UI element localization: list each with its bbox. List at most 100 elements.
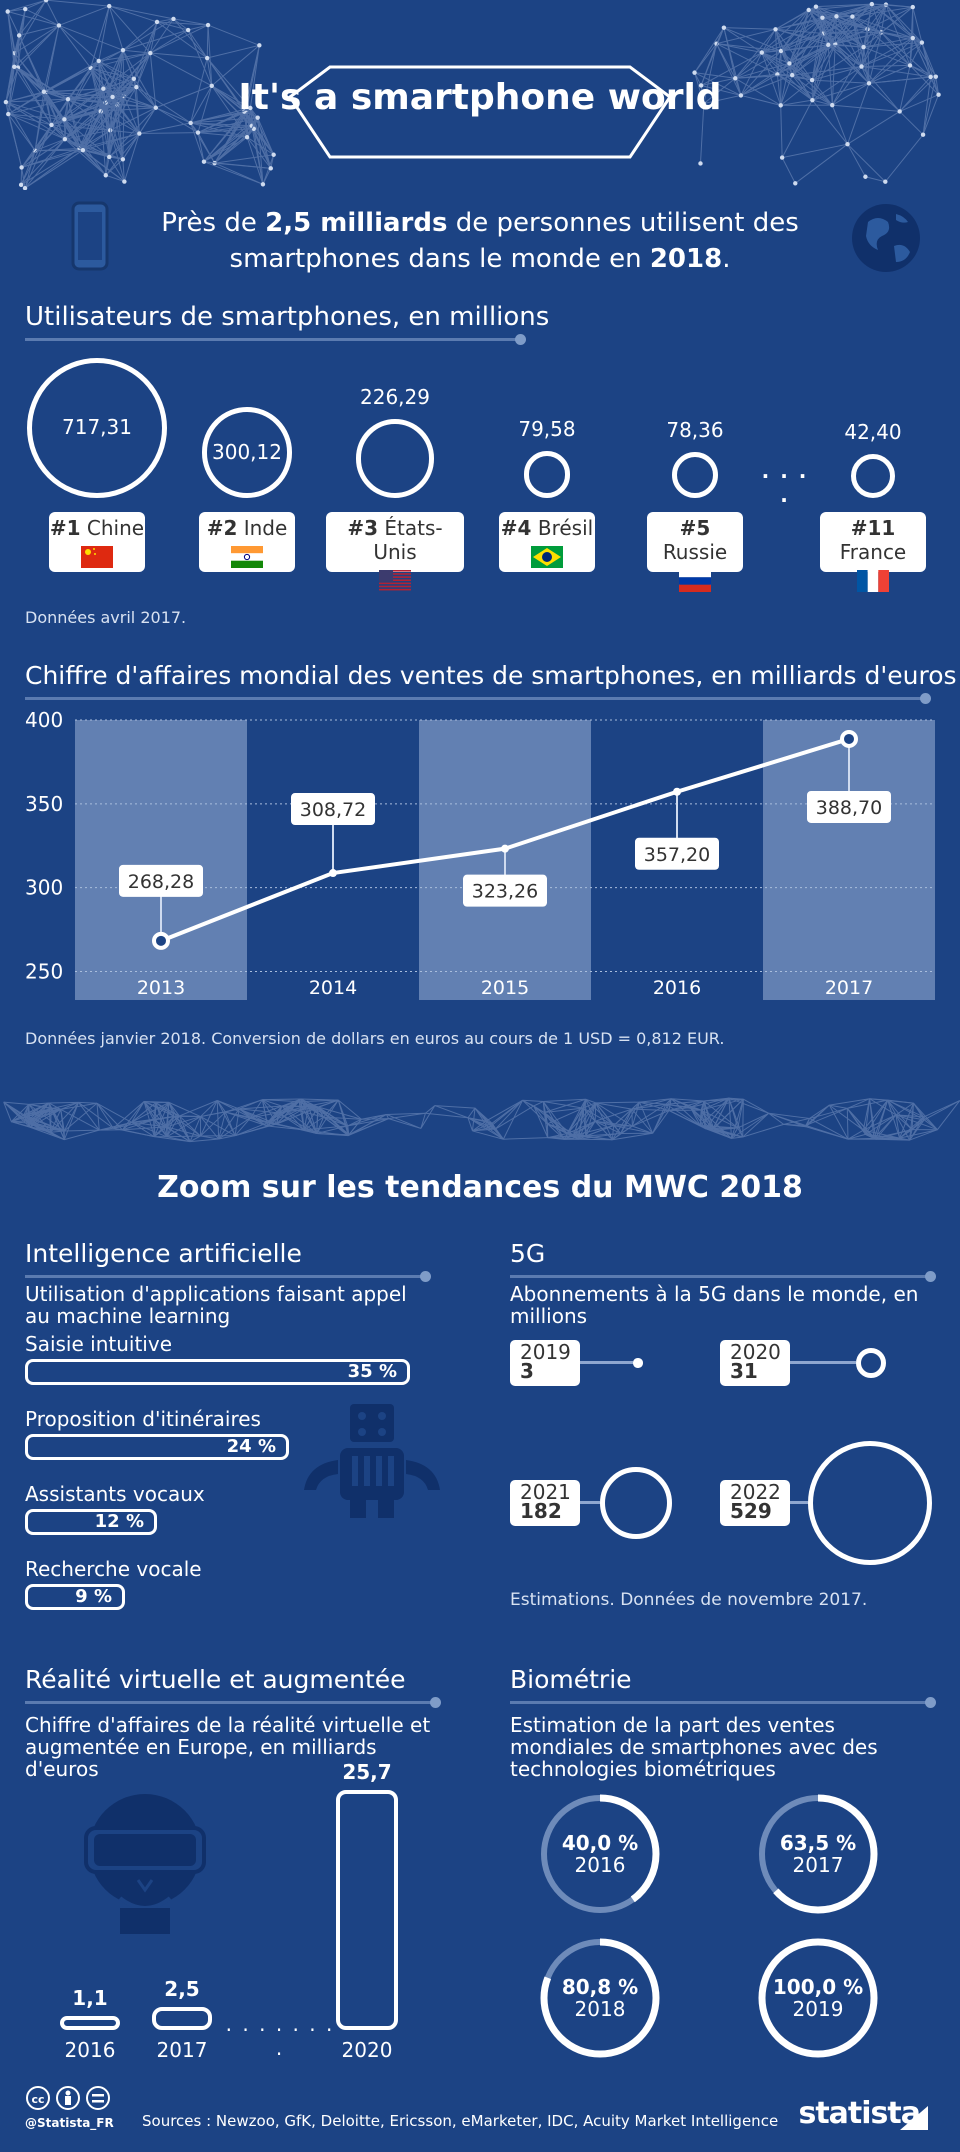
5g-subtitle: Abonnements à la 5G dans le monde, en mi… [510,1282,919,1328]
country-circle [671,451,719,498]
x-tick-label: 2015 [481,977,529,999]
5g-year: 2021 [520,1480,571,1504]
country-rank: #4 [500,516,532,540]
5g-value: 529 [730,1499,772,1523]
bio-ring-label: 63,5 % 2017 [758,1832,878,1876]
value-label: 357,20 [644,844,710,866]
country-rank: #3 [347,516,379,540]
bio-value: 40,0 % [561,1831,639,1855]
ellipsis: · · · · [761,464,809,512]
statista-logo: statista [798,2096,921,2131]
country-card: #4 Brésil [499,512,595,572]
country-card: #3 États-Unis [326,512,464,591]
y-tick-label: 400 [25,708,63,732]
5g-value: 31 [730,1359,758,1383]
year-band [75,720,247,1000]
y-tick-label: 250 [25,959,63,983]
x-tick-label: 2017 [825,977,873,999]
5g-connector [580,1501,600,1504]
5g-rule [510,1271,936,1282]
country-value: 79,58 [518,417,576,442]
title-badge-shape [287,65,673,159]
country-card: #5 Russie [647,512,743,592]
country-card: #2 Inde [199,512,295,572]
flag-ru-icon [679,570,711,592]
5g-year: 2019 [520,1340,571,1364]
5g-title: 5G [510,1239,546,1268]
country-card: #1 Chine [49,512,145,572]
ai-title: Intelligence artificielle [25,1239,302,1268]
country-name: Brésil [531,516,594,540]
5g-year-card: 2019 3 [510,1340,580,1386]
bio-ring-progress [758,1794,878,1914]
country-name: États-Unis [373,516,443,564]
bio-ring-progress [540,1794,660,1914]
bio-value: 63,5 % [779,1831,857,1855]
country-circle [27,358,167,498]
country-name: Chine [80,516,145,540]
bio-year: 2018 [574,1997,626,2021]
bio-rings [540,1794,878,2058]
value-label: 268,28 [128,871,194,893]
flag-fr-icon [857,570,889,592]
bio-year: 2017 [792,1853,844,1877]
5g-year-card: 2022 529 [720,1480,790,1526]
country-label: #2 Inde [199,516,295,540]
x-tick-label: 2016 [653,977,701,999]
intro-text: Près de 2,5 milliards de personnes utili… [161,208,799,274]
ai-rule [25,1271,431,1282]
country-circle [851,454,895,498]
data-point [840,729,858,748]
vr-rule [25,1697,441,1708]
bio-year: 2016 [574,1853,626,1877]
country-value: 300,12 [212,439,282,464]
globe-icon [852,204,920,272]
country-label: #4 Brésil [499,516,595,540]
flag-br-icon [531,546,563,568]
5g-year-card: 2020 31 [720,1340,790,1386]
vr-column [152,2006,212,2030]
country-rank: #11 [850,516,896,540]
revenue-line-chart: 250 300 350 400 268,28 2013 308,72 2014 323,26 20… [25,708,935,1000]
bio-rule [510,1697,936,1708]
svg-text:cc: cc [31,2093,44,2106]
x-tick-label: 2013 [137,977,185,999]
country-circle [201,407,293,498]
data-point [501,844,509,853]
country-name: Russie [662,540,728,564]
value-label: 388,70 [816,797,882,819]
flag-in-icon [231,546,263,568]
vr-title: Réalité virtuelle et augmentée [25,1665,406,1694]
y-tick-label: 350 [25,792,63,816]
data-point [673,787,681,796]
statista-logo-mark [900,2106,928,2130]
vr-value: 1,1 [72,1986,108,2010]
5g-year: 2022 [730,1480,781,1504]
license-icons: cc [26,2086,110,2110]
5g-note: Estimations. Données de novembre 2017. [510,1590,868,1610]
bio-title: Biométrie [510,1665,632,1694]
x-tick-label: 2014 [309,977,357,999]
ai-subtitle: Utilisation d'applications faisant appel… [25,1282,407,1328]
vr-value: 2,5 [164,1976,200,2001]
ai-bar-label: Proposition d'itinéraires [25,1407,261,1431]
ai-bar: 9 % [25,1584,125,1610]
bio-ring-label: 100,0 % 2019 [758,1976,878,2020]
5g-circle [855,1347,886,1378]
users-section-title: Utilisateurs de smartphones, en millions [25,302,550,332]
5g-value: 182 [520,1499,562,1523]
value-label: 308,72 [300,799,366,821]
vr-value: 25,7 [342,1760,392,1784]
page-title: It's a smartphone world [238,77,722,118]
robot-icon [304,1404,440,1518]
bio-ring-progress [540,1938,660,2058]
5g-connector [580,1361,634,1364]
header-network-pattern [3,0,941,190]
5g-circle [633,1358,643,1368]
country-label: #5 Russie [647,516,743,564]
value-label: 323,26 [472,881,538,903]
revenue-section-rule [25,693,931,704]
country-rank: #2 [206,516,238,540]
bio-subtitle: Estimation de la part des ventes mondial… [510,1713,878,1781]
value-label-box [807,790,891,823]
